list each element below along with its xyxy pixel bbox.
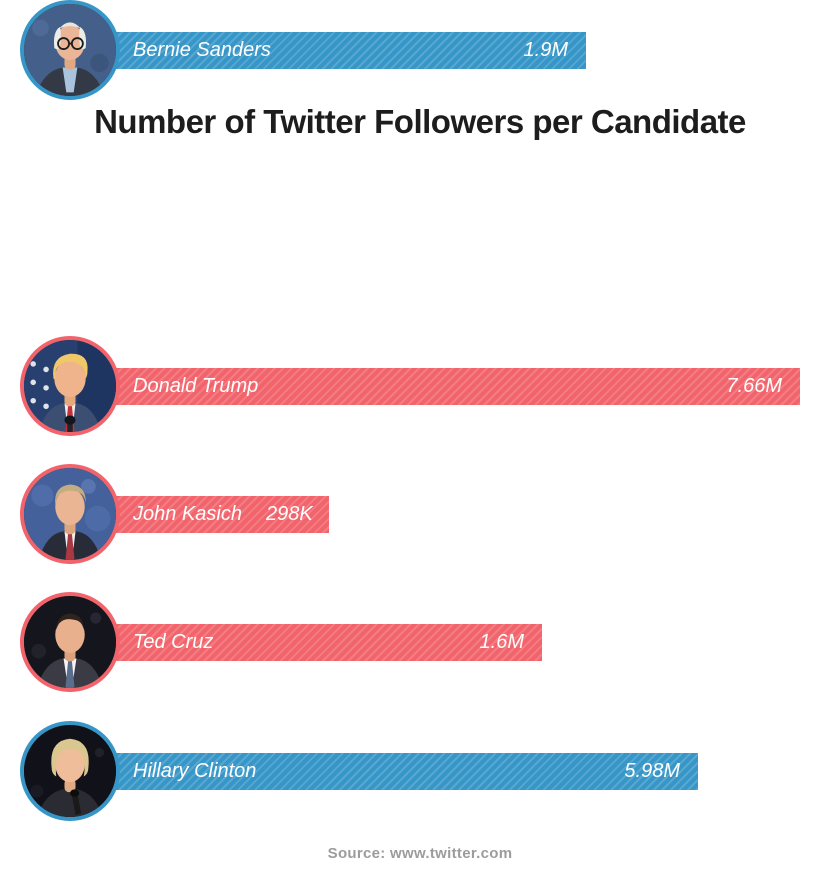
chart-title: Number of Twitter Followers per Candidat…	[94, 103, 746, 140]
bernie-sanders-photo	[24, 4, 116, 96]
bar-ted-cruz: Ted Cruz 1.6M	[70, 623, 542, 661]
bar-value-label: 298K	[265, 502, 313, 525]
bar-row-donald-trump: Donald Trump 7.66M	[0, 336, 840, 436]
bar-value-label: 1.6M	[479, 630, 524, 653]
bar-hillary-clinton: Hillary Clinton 5.98M	[70, 752, 698, 790]
bar-donald-trump: Donald Trump 7.66M	[70, 367, 800, 405]
bar-row-john-kasich: John Kasich 298K	[0, 464, 840, 564]
bar-value-label: 1.9M	[523, 38, 568, 61]
bernie-sanders-avatar	[20, 0, 120, 100]
ted-cruz-photo	[24, 596, 116, 688]
ted-cruz-avatar	[20, 592, 120, 692]
bar-candidate-name: Hillary Clinton	[133, 759, 257, 782]
hillary-clinton-photo	[24, 725, 116, 817]
bar-row-ted-cruz: Ted Cruz 1.6M	[0, 592, 840, 692]
bar-value-label: 7.66M	[726, 374, 782, 397]
bar-value-label: 5.98M	[624, 759, 680, 782]
bar-candidate-name: John Kasich	[133, 502, 242, 525]
bar-candidate-name: Bernie Sanders	[133, 38, 271, 61]
hillary-clinton-avatar	[20, 721, 120, 821]
john-kasich-photo	[24, 468, 116, 560]
bar-candidate-name: Ted Cruz	[133, 630, 214, 653]
bar-row-hillary-clinton: Hillary Clinton 5.98M	[0, 721, 840, 821]
source-attribution: Source: www.twitter.com	[327, 845, 513, 862]
john-kasich-avatar	[20, 464, 120, 564]
bar-candidate-name: Donald Trump	[133, 374, 259, 397]
donald-trump-photo	[24, 340, 116, 432]
donald-trump-avatar	[20, 336, 120, 436]
bar-bernie-sanders: Bernie Sanders 1.9M	[70, 31, 586, 69]
bar-row-bernie-sanders: Bernie Sanders 1.9M	[0, 0, 840, 100]
